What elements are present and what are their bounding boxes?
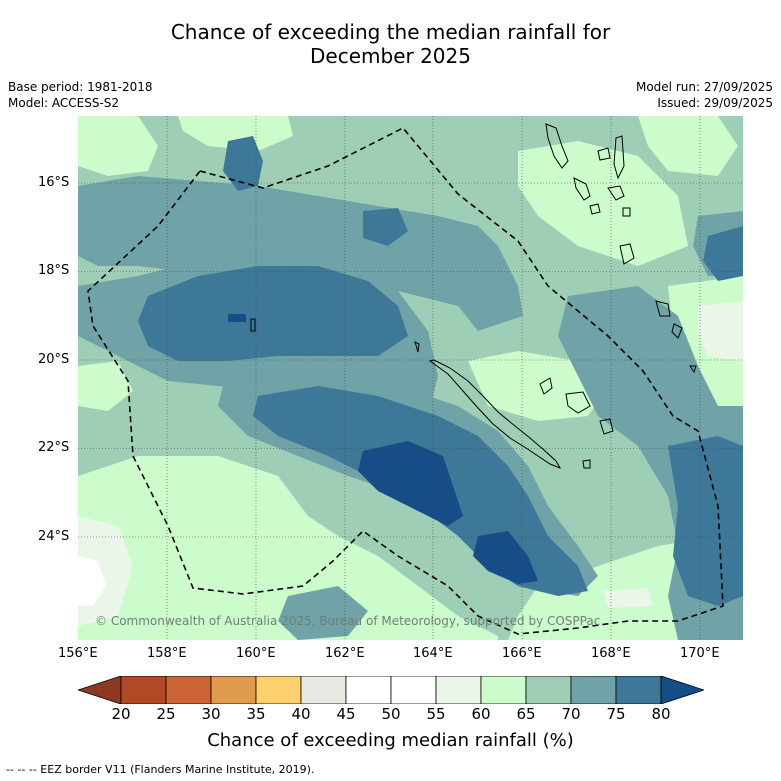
region-70-75-northwest bbox=[78, 176, 523, 331]
lon-label: 162°E bbox=[325, 646, 365, 661]
colorbar-tick-label: 35 bbox=[246, 705, 266, 723]
gridlines bbox=[78, 116, 743, 640]
colorbar-tick-label: 25 bbox=[156, 705, 176, 723]
lat-label: 18°S bbox=[38, 263, 70, 278]
lon-label: 164°E bbox=[413, 646, 453, 661]
loyalty-islands-coastline bbox=[539, 377, 614, 469]
colorbar bbox=[78, 676, 704, 704]
colorbar-tick-label: 20 bbox=[111, 705, 131, 723]
lat-label: 24°S bbox=[38, 529, 70, 544]
colorbar-tick-label: 65 bbox=[516, 705, 536, 723]
lon-label: 156°E bbox=[58, 646, 98, 661]
lat-label: 22°S bbox=[38, 440, 70, 455]
region-75-80-northeast bbox=[703, 226, 743, 281]
colorbar-segment bbox=[525, 676, 572, 704]
region-55-60-south bbox=[603, 588, 653, 608]
colorbar-segment bbox=[390, 676, 437, 704]
colorbar-segment bbox=[480, 676, 527, 704]
new-caledonia-coastline bbox=[428, 359, 562, 469]
lat-label: 20°S bbox=[38, 352, 70, 367]
region-60-65-northeast bbox=[518, 141, 688, 266]
lon-label: 168°E bbox=[591, 646, 631, 661]
region-75-80-small-north bbox=[363, 208, 408, 246]
region-50-55-southwest bbox=[78, 556, 106, 606]
eez-footnote: -- -- -- EEZ border V11 (Flanders Marine… bbox=[6, 763, 315, 776]
lon-label: 166°E bbox=[502, 646, 542, 661]
region-60-65-west bbox=[78, 361, 133, 411]
copyright-notice: © Commonwealth of Australia 2025, Bureau… bbox=[95, 614, 601, 628]
region-75-80-east bbox=[668, 436, 743, 606]
region-70-75-south bbox=[278, 586, 368, 640]
colorbar-segment bbox=[345, 676, 392, 704]
lon-label: 160°E bbox=[236, 646, 276, 661]
map-title-line2: December 2025 bbox=[310, 44, 471, 68]
issued-date: Issued: 29/09/2025 bbox=[657, 96, 773, 110]
region-60-65-northwest bbox=[78, 116, 158, 176]
colorbar-segment bbox=[120, 676, 167, 704]
colorbar-segment bbox=[255, 676, 302, 704]
small-island-coastlines bbox=[250, 300, 697, 374]
map-title-line1: Chance of exceeding the median rainfall … bbox=[170, 20, 611, 44]
colorbar-tick-label: 45 bbox=[336, 705, 356, 723]
lon-label: 170°E bbox=[680, 646, 720, 661]
region-over-80-south bbox=[473, 531, 538, 584]
region-60-65-north bbox=[178, 116, 293, 151]
model-run: Model run: 27/09/2025 bbox=[635, 80, 773, 94]
region-over-80-small bbox=[228, 314, 246, 322]
base-period: Base period: 1981-2018 bbox=[8, 80, 153, 94]
colorbar-tick-label: 75 bbox=[606, 705, 626, 723]
region-60-65-ne-corner bbox=[638, 116, 738, 176]
model-name: Model: ACCESS-S2 bbox=[8, 96, 120, 110]
colorbar-tick-label: 55 bbox=[426, 705, 446, 723]
vanuatu-coastline bbox=[545, 123, 635, 265]
colorbar-tick-label: 40 bbox=[291, 705, 311, 723]
colorbar-tick-label: 60 bbox=[471, 705, 491, 723]
colorbar-segment bbox=[570, 676, 617, 704]
region-60-65-east-central bbox=[468, 351, 608, 421]
rainfall-map bbox=[78, 116, 743, 640]
colorbar-segment bbox=[435, 676, 482, 704]
region-75-80-west-central bbox=[138, 266, 408, 361]
colorbar-segment bbox=[165, 676, 212, 704]
colorbar-title: Chance of exceeding median rainfall (%) bbox=[207, 730, 574, 751]
colorbar-tick-label: 30 bbox=[201, 705, 221, 723]
colorbar-under-arrow bbox=[78, 676, 122, 704]
lon-label: 158°E bbox=[147, 646, 187, 661]
region-75-80-north-blob bbox=[223, 136, 263, 191]
colorbar-tick-label: 80 bbox=[651, 705, 671, 723]
colorbar-tick-label: 50 bbox=[381, 705, 401, 723]
colorbar-over-arrow bbox=[660, 676, 704, 704]
colorbar-segment bbox=[300, 676, 347, 704]
lat-label: 16°S bbox=[38, 175, 70, 190]
eez-border bbox=[87, 126, 724, 635]
region-55-60-east bbox=[698, 301, 743, 361]
region-over-80-central bbox=[358, 441, 463, 526]
colorbar-segment bbox=[615, 676, 662, 704]
region-60-65-southwest bbox=[78, 456, 498, 640]
colorbar-tick-label: 70 bbox=[561, 705, 581, 723]
colorbar-segment bbox=[210, 676, 257, 704]
